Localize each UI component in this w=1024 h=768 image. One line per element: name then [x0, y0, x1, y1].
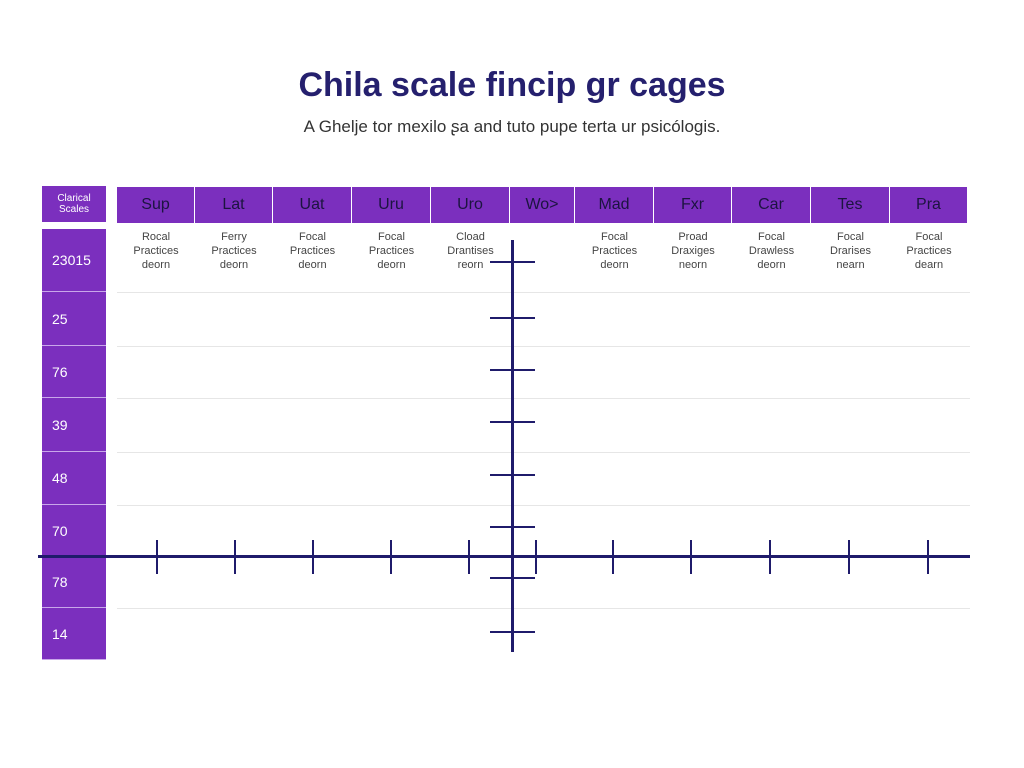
cell-line: Drantises: [447, 245, 494, 257]
row-header: 39: [42, 398, 106, 452]
column-header: Pra: [890, 187, 968, 223]
axis-tick: [769, 540, 771, 574]
cell: Focal Practices deorn: [575, 230, 654, 272]
axis-tick: [848, 540, 850, 574]
cell: Ferry Practices deorn: [195, 230, 273, 272]
row-header: 48: [42, 452, 106, 505]
cell-line: Focal: [299, 231, 326, 243]
axis-tick: [612, 540, 614, 574]
cell-line: Rocal: [141, 231, 171, 243]
axis-tick: [927, 540, 929, 574]
axis-tick: [490, 261, 535, 263]
grid-line: [117, 608, 970, 609]
cell-line: Cload: [456, 231, 485, 243]
axis-tick: [490, 474, 535, 476]
cell: Rocal Practices deorn: [117, 230, 195, 272]
cell-line: nearn: [836, 259, 865, 271]
column-header: Fxr: [654, 187, 732, 223]
cell-line: deorn: [377, 259, 406, 271]
axis-tick: [490, 421, 535, 423]
cell-line: Practices: [368, 245, 415, 257]
corner-text: Scales: [58, 204, 89, 215]
grid-line: [117, 505, 970, 506]
cell-line: Focal: [837, 231, 864, 243]
cell-line: deorn: [141, 259, 171, 271]
cell-line: Practices: [133, 245, 179, 257]
axis-tick: [390, 540, 392, 574]
cell-line: Drawless: [748, 245, 795, 257]
row-header: 78: [42, 557, 106, 608]
cell-line: neorn: [678, 259, 708, 271]
cell: Cload Drantises reorn: [431, 230, 510, 272]
column-header: Uro: [431, 187, 510, 223]
cell: Proad Draxiges neorn: [654, 230, 732, 272]
axis-tick: [490, 526, 535, 528]
column-header: Tes: [811, 187, 890, 223]
axis-tick: [535, 540, 537, 574]
cell-line: Focal: [758, 231, 785, 243]
cell-line: Practices: [906, 245, 952, 257]
corner-text: Clarical: [57, 193, 91, 204]
axis-tick: [490, 577, 535, 579]
axis-tick: [156, 540, 158, 574]
cell-line: Practices: [289, 245, 336, 257]
column-header: Uat: [273, 187, 352, 223]
axis-tick: [312, 540, 314, 574]
column-header: Mad: [575, 187, 654, 223]
corner-header: Clarical Scales: [42, 186, 106, 222]
axis-horizontal: [38, 555, 970, 558]
cell-line: Practices: [211, 245, 257, 257]
axis-tick: [490, 317, 535, 319]
axis-tick: [490, 631, 535, 633]
row-header: 70: [42, 505, 106, 557]
column-header: Sup: [117, 187, 195, 223]
column-header: Uru: [352, 187, 431, 223]
cell-line: deorn: [219, 259, 249, 271]
axis-vertical: [511, 240, 514, 652]
axis-tick: [234, 540, 236, 574]
cell-line: deorn: [757, 259, 786, 271]
cell-line: Focal: [915, 231, 943, 243]
cell-line: dearn: [914, 259, 944, 271]
cell-line: Focal: [378, 231, 405, 243]
grid-line: [117, 398, 970, 399]
cell: Focal Practices deorn: [273, 230, 352, 272]
row-header: 25: [42, 292, 106, 346]
cell: Focal Practices dearn: [890, 230, 968, 272]
cell-line: deorn: [600, 259, 629, 271]
cell: Focal Drawless deorn: [732, 230, 811, 272]
title: Chila scale fincip gr cages: [298, 66, 726, 104]
grid-line: [117, 346, 970, 347]
cell-line: deorn: [298, 259, 327, 271]
cell: Focal Drarises nearn: [811, 230, 890, 272]
row-header: 23015: [42, 229, 106, 292]
row-header: 14: [42, 608, 106, 660]
cell-line: Draxiges: [671, 245, 715, 257]
cell-line: Proad: [678, 231, 708, 243]
row-header: 76: [42, 346, 106, 398]
axis-tick: [690, 540, 692, 574]
cell-line: Focal: [601, 231, 628, 243]
axis-tick: [490, 369, 535, 371]
grid-line: [117, 452, 970, 453]
cell-line: Drarises: [830, 245, 871, 257]
cell-line: reorn: [457, 259, 484, 271]
axis-tick: [468, 540, 470, 574]
grid-line: [117, 292, 970, 293]
column-header: Car: [732, 187, 811, 223]
cell: Focal Practices deorn: [352, 230, 431, 272]
subtitle: A Ghelje tor mexilo ʂa and tuto pupe ter…: [303, 117, 721, 136]
column-header: Lat: [195, 187, 273, 223]
column-header: Wo>: [510, 187, 575, 223]
cell-line: Practices: [591, 245, 638, 257]
cell-line: Ferry: [221, 231, 247, 243]
